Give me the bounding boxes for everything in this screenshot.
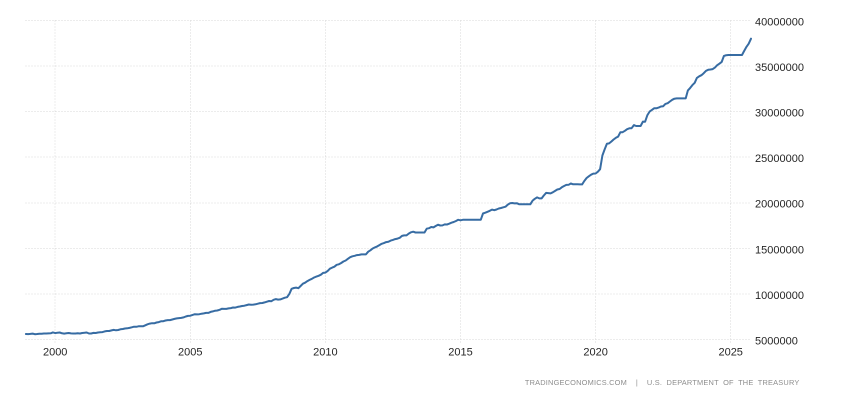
svg-text:5000000: 5000000 (755, 336, 798, 348)
svg-text:2025: 2025 (718, 347, 742, 359)
svg-text:2015: 2015 (448, 347, 472, 359)
svg-text:2000: 2000 (43, 347, 67, 359)
svg-text:2020: 2020 (583, 347, 607, 359)
svg-text:2010: 2010 (313, 347, 337, 359)
svg-text:10000000: 10000000 (755, 290, 804, 302)
svg-text:2005: 2005 (178, 347, 202, 359)
svg-text:TRADINGECONOMICS.COM | U.S.: TRADINGECONOMICS.COM | U.S. DEPARTMENT O… (525, 378, 800, 387)
svg-text:20000000: 20000000 (755, 199, 804, 211)
svg-text:30000000: 30000000 (755, 108, 804, 120)
svg-text:25000000: 25000000 (755, 153, 804, 165)
svg-text:15000000: 15000000 (755, 244, 804, 256)
svg-text:40000000: 40000000 (755, 16, 804, 28)
svg-text:35000000: 35000000 (755, 62, 804, 74)
